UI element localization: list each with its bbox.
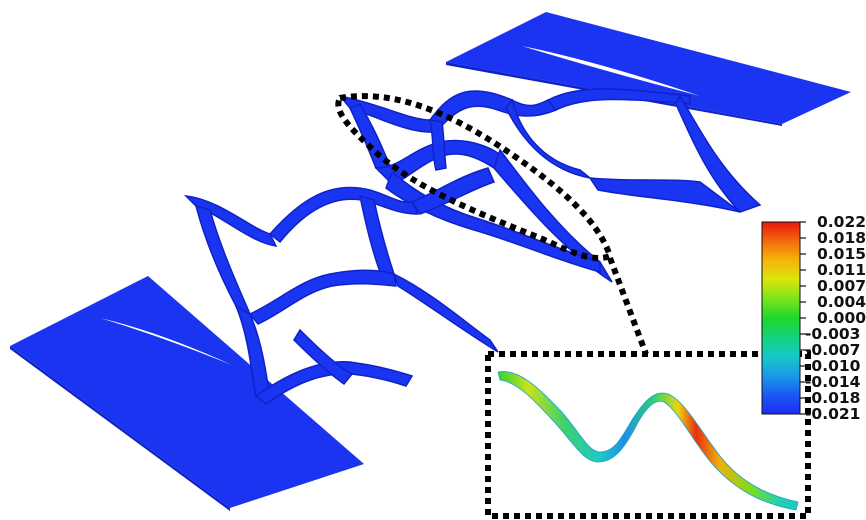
colorbar-tick-label: -0.018 <box>805 389 860 407</box>
colorbar-tick-label: 0.004 <box>817 293 866 311</box>
bottom-plate <box>10 276 364 511</box>
colorbar-tick-label: -0.007 <box>805 341 860 359</box>
colorbar-tick-label: 0.022 <box>817 213 866 231</box>
colorbar-tick-label: 0.007 <box>817 277 866 295</box>
colorbar-tick-label: 0.011 <box>817 261 866 279</box>
zoomed-ligament <box>497 371 799 511</box>
colorbar: 0.0220.0180.0150.0110.0070.0040.000-0.00… <box>761 213 866 423</box>
colorbar-ticks: 0.0220.0180.0150.0110.0070.0040.000-0.00… <box>800 213 866 423</box>
highlight-ellipse <box>335 93 614 261</box>
colorbar-tick-label: -0.010 <box>805 357 861 375</box>
colorbar-tick-label: 0.018 <box>817 229 866 247</box>
colorbar-tick-label: -0.014 <box>805 373 861 391</box>
zoom-connector-line <box>607 256 649 356</box>
zoom-inset-frame <box>485 351 811 519</box>
lattice-lower <box>183 167 499 405</box>
colorbar-tick-label: -0.021 <box>805 405 860 423</box>
colorbar-tick-label: 0.015 <box>817 245 866 263</box>
colorbar-tick-label: -0.003 <box>805 325 860 343</box>
colorbar-gradient <box>761 221 801 415</box>
colorbar-tick-label: 0.000 <box>817 309 866 327</box>
lattice-upper <box>338 88 762 283</box>
